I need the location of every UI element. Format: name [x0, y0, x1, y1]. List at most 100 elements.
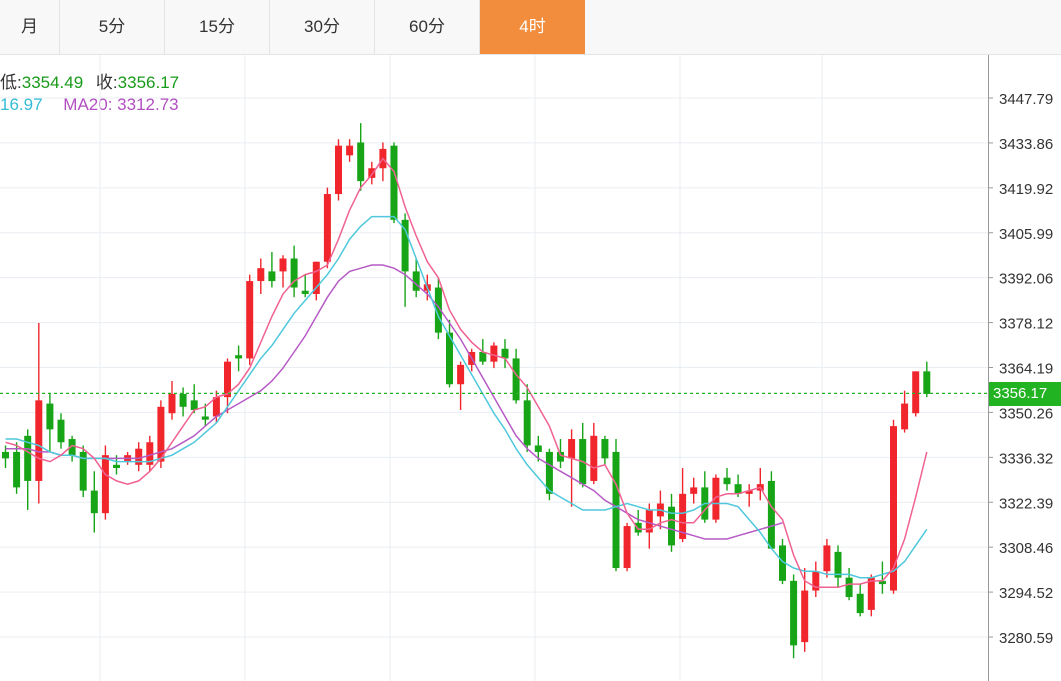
- candle-body: [35, 400, 43, 481]
- candle-body: [113, 464, 120, 469]
- candle-body: [434, 287, 442, 333]
- candle-body: [545, 451, 553, 494]
- candle-body: [323, 194, 331, 262]
- tab-5min[interactable]: 5分: [60, 0, 165, 54]
- y-tick-label: 3364.19: [999, 361, 1053, 378]
- ma20-value: 3312.73: [117, 95, 179, 114]
- candle-body: [312, 261, 320, 294]
- candle-body: [368, 168, 376, 178]
- candle-body: [390, 145, 398, 220]
- candle-body: [446, 332, 453, 385]
- candle-body: [246, 281, 254, 359]
- candle-body: [257, 268, 265, 282]
- y-tick-label: 3378.12: [999, 316, 1053, 333]
- candle-body: [712, 477, 720, 520]
- y-tick-label: 3336.32: [999, 450, 1053, 467]
- candle-body: [745, 490, 753, 494]
- candle-body: [457, 364, 465, 385]
- current-price-tag: 3356.17: [989, 382, 1061, 406]
- low-label: 低:: [0, 73, 22, 92]
- candle-body: [867, 577, 875, 610]
- candle-body: [568, 439, 576, 459]
- y-tick-label: 3392.06: [999, 271, 1053, 288]
- candle-body: [157, 406, 165, 462]
- candle-body: [490, 345, 498, 362]
- candle-body: [767, 480, 775, 549]
- candle-body: [723, 477, 731, 485]
- candle-body: [68, 439, 76, 456]
- candle-body: [878, 580, 886, 585]
- timeframe-tab-bar: 月 5分 15分 30分 60分 4时: [0, 0, 1061, 55]
- tab-4hour[interactable]: 4时: [480, 0, 585, 54]
- tab-30min[interactable]: 30分: [270, 0, 375, 54]
- ma20-line: [5, 264, 783, 540]
- candle-body: [912, 371, 920, 414]
- candle-body: [201, 416, 209, 420]
- candle-body: [401, 219, 409, 272]
- candle-body: [268, 271, 276, 282]
- y-tick-label: 3419.92: [999, 181, 1053, 198]
- candle-body: [90, 490, 98, 514]
- close-value: 3356.17: [117, 73, 180, 92]
- candle-body: [57, 419, 65, 443]
- candle-body: [590, 435, 598, 481]
- candle-body: [823, 545, 831, 572]
- candle-body: [346, 145, 354, 156]
- candle-body: [623, 526, 631, 568]
- candle-body: [190, 400, 198, 411]
- candle-body: [146, 442, 154, 465]
- candle-body: [279, 258, 287, 272]
- candle-body: [834, 551, 842, 578]
- tab-month[interactable]: 月: [0, 0, 60, 54]
- tab-15min[interactable]: 15分: [165, 0, 270, 54]
- candle-body: [668, 506, 675, 546]
- candle-body: [845, 577, 853, 597]
- candle-body: [357, 142, 365, 182]
- candle-body: [168, 393, 176, 414]
- candle-body: [24, 435, 32, 481]
- candle-body: [734, 484, 742, 494]
- candle-body: [290, 258, 298, 288]
- candle-body: [2, 451, 9, 459]
- ma10-line: [5, 215, 928, 579]
- candle-body: [235, 355, 243, 359]
- candle-body: [479, 351, 487, 362]
- candle-body: [856, 593, 864, 614]
- candle-body: [101, 455, 109, 514]
- candlestick-chart[interactable]: 3447.79 3433.86 3419.92 3405.99 3392.06 3378.…: [0, 55, 1061, 681]
- y-tick-label: 3433.86: [999, 136, 1053, 153]
- candle-body: [601, 439, 609, 459]
- ohlc-info-line: 低:3354.49 收:3356.17: [0, 68, 179, 93]
- candle-body: [512, 358, 520, 401]
- candle-body: [790, 580, 798, 646]
- candle-body: [335, 145, 342, 195]
- candle-body: [890, 426, 897, 591]
- ma5-line: [5, 157, 928, 589]
- tab-60min[interactable]: 60分: [375, 0, 480, 54]
- candle-body: [501, 348, 509, 359]
- candle-body: [79, 451, 87, 491]
- y-tick-label: 3350.26: [999, 405, 1053, 422]
- candle-body: [801, 590, 809, 643]
- y-tick-label: 3294.52: [999, 585, 1053, 602]
- ma10-value: 16.97: [0, 95, 43, 114]
- candle-body: [13, 451, 21, 488]
- candle-body: [135, 448, 143, 465]
- y-tick-label: 3322.39: [999, 495, 1053, 512]
- candle-body: [534, 445, 542, 452]
- y-tick-label: 3308.46: [999, 540, 1053, 557]
- candle-body: [690, 487, 698, 494]
- candle-body: [679, 493, 687, 539]
- candle-body: [179, 393, 187, 407]
- candle-body: [412, 271, 420, 291]
- candle-body: [901, 403, 909, 430]
- close-label: 收:: [95, 73, 118, 92]
- low-value: 3354.49: [21, 73, 84, 92]
- candle-body: [612, 451, 620, 568]
- y-tick-label: 3405.99: [999, 226, 1053, 243]
- y-tick-label: 3280.59: [999, 630, 1053, 647]
- candle-body: [301, 290, 309, 294]
- candle-body: [634, 522, 642, 533]
- candle-body: [779, 545, 786, 581]
- y-tick-label: 3447.79: [999, 91, 1053, 108]
